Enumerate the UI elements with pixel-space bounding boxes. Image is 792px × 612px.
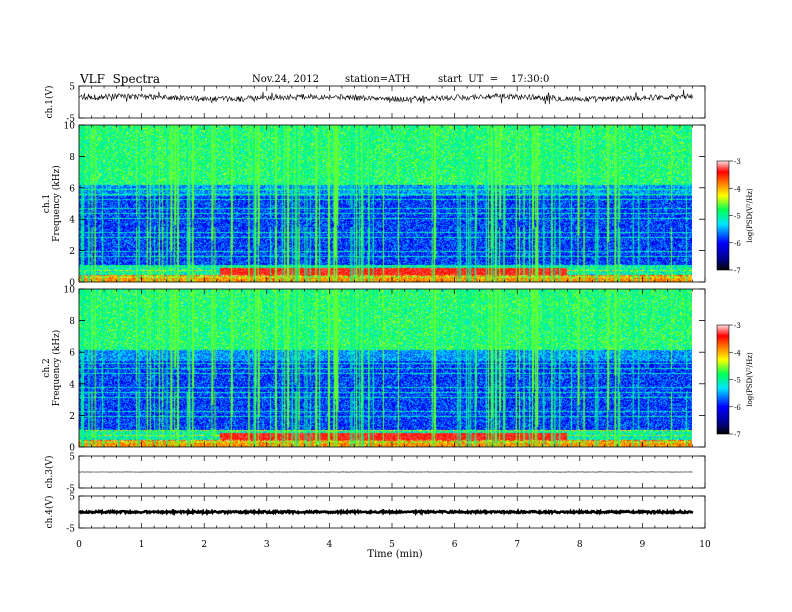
chart-title: VLF Spectra <box>80 72 161 86</box>
colorbar-tick-label: -6 <box>734 240 741 248</box>
signal-trace <box>78 507 694 517</box>
x-tick-label: 2 <box>201 540 207 550</box>
colorbar-label: log(PSD(V²/Hz) <box>746 188 754 243</box>
header-start-time: start UT = 17:30:0 <box>438 74 550 85</box>
panel-3: 0 2 4 6 8 10 ch.2 Frequency (kHz) -3 -4 -5 -6 -7 log(… <box>42 286 754 454</box>
y-tick-label: 2 <box>69 247 75 257</box>
colorbar-tick-label: -3 <box>734 158 741 166</box>
y-tick-label: 6 <box>69 349 75 359</box>
y-tick-label: 5 <box>69 493 75 503</box>
colorbar-tick-label: -6 <box>734 404 741 412</box>
y-tick-label: 6 <box>69 184 75 194</box>
colorbar-tick-label: -5 <box>734 213 741 221</box>
x-tick-label: 6 <box>452 540 458 550</box>
channel-label: ch.1 <box>42 194 52 213</box>
y-tick-label: 0 <box>69 279 75 289</box>
y-tick-label: -5 <box>66 485 75 495</box>
panel-4: 5 -5 ch.3(V) <box>44 453 706 495</box>
panel-2: 0 2 4 6 8 10 ch.1 Frequency (kHz) -3 -4 -5 -6 -7 log(… <box>42 122 754 289</box>
x-tick-label: 5 <box>389 540 395 550</box>
y-tick-label: -5 <box>66 525 75 535</box>
colorbar-tick-label: -7 <box>734 267 741 275</box>
signal-trace <box>78 89 693 105</box>
colorbar-label: log(PSD(V²/Hz) <box>746 352 754 407</box>
y-axis-label: ch.4(V) <box>44 496 55 529</box>
y-tick-label: 10 <box>64 286 76 296</box>
x-tick-label: 0 <box>76 540 82 550</box>
header-date: Nov.24, 2012 <box>252 74 319 85</box>
y-axis-label: Frequency (kHz) <box>51 165 62 242</box>
x-tick-label: 4 <box>327 540 333 550</box>
colorbar-tick-label: -3 <box>734 322 741 330</box>
colorbar-tick-label: -4 <box>734 185 741 193</box>
y-tick-label: 0 <box>69 444 75 454</box>
x-axis-label: Time (min) <box>367 549 423 560</box>
x-tick-label: 9 <box>640 540 646 550</box>
x-tick-label: 7 <box>514 540 520 550</box>
x-tick-label: 8 <box>577 540 583 550</box>
colorbar-tick-label: -4 <box>734 349 741 357</box>
y-tick-label: 10 <box>64 122 76 132</box>
y-tick-label: 8 <box>69 317 75 327</box>
colorbar <box>716 160 730 271</box>
panel-5: 5 -5 ch.4(V) <box>44 493 706 535</box>
header-station: station=ATH <box>345 74 411 85</box>
spectrogram-ch1 <box>79 125 692 282</box>
y-axis-label: Frequency (kHz) <box>51 330 62 407</box>
y-tick-label: -5 <box>66 115 75 125</box>
colorbar <box>716 324 730 435</box>
spectrogram-ch2 <box>79 289 692 447</box>
x-tick-label: 10 <box>699 540 711 550</box>
x-tick-label: 3 <box>264 540 270 550</box>
y-tick-label: 8 <box>69 153 75 163</box>
y-axis-label: ch.3(V) <box>44 456 55 489</box>
y-tick-label: 4 <box>69 380 75 390</box>
channel-label: ch.2 <box>42 358 52 377</box>
plot-frame <box>78 85 706 119</box>
colorbar-tick-label: -5 <box>734 377 741 385</box>
y-tick-label: 5 <box>69 83 75 93</box>
y-tick-label: 2 <box>69 412 75 422</box>
y-tick-label: 5 <box>69 453 75 463</box>
y-tick-label: 4 <box>69 216 75 226</box>
panel-1: 5 -5 ch.1(V) <box>44 83 706 125</box>
y-axis-label: ch.1(V) <box>44 86 55 119</box>
colorbar-tick-label: -7 <box>734 431 741 439</box>
x-tick-label: 1 <box>139 540 145 550</box>
